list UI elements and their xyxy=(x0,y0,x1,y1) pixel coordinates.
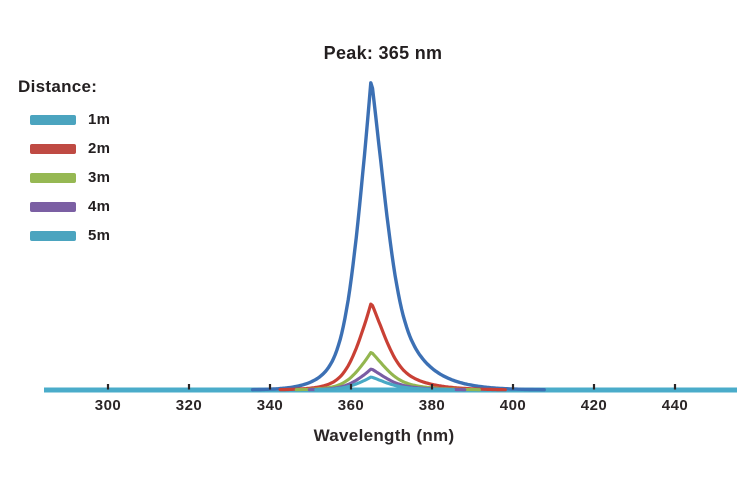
chart-title: Peak: 365 nm xyxy=(323,43,443,63)
legend-label: 4m xyxy=(88,198,111,215)
legend-item: 3m xyxy=(18,163,110,192)
x-tick-mark xyxy=(511,384,515,390)
legend-swatch xyxy=(30,114,76,125)
legend-swatch xyxy=(30,143,76,154)
legend-label: 3m xyxy=(88,169,111,186)
legend-item: 2m xyxy=(18,134,110,163)
series-line-5m xyxy=(314,375,456,392)
x-tick-mark xyxy=(268,384,272,390)
legend-label: 5m xyxy=(88,227,111,244)
legend-label: 1m xyxy=(88,111,111,128)
x-tick-mark xyxy=(187,384,191,390)
legend-header: Distance: xyxy=(18,77,98,96)
legend-item: 5m xyxy=(18,221,110,250)
legend-label: 2m xyxy=(88,140,111,157)
legend-swatch xyxy=(30,230,76,241)
legend-items: 1m 2m 3m 4m 5m xyxy=(18,105,110,250)
x-tick-mark xyxy=(430,384,434,390)
legend-item: 1m xyxy=(18,105,110,134)
x-axis-label: Wavelength (nm) xyxy=(313,426,455,445)
x-tick-mark xyxy=(592,384,596,390)
x-tick-mark xyxy=(349,384,353,390)
x-tick-mark xyxy=(106,384,110,390)
legend-item: 4m xyxy=(18,192,110,221)
x-tick-mark xyxy=(673,384,677,390)
legend: Distance: 1m 2m 3m 4m 5m xyxy=(18,77,110,244)
legend-swatch xyxy=(30,201,76,212)
legend-swatch xyxy=(30,172,76,183)
series-line-1m xyxy=(250,81,546,392)
